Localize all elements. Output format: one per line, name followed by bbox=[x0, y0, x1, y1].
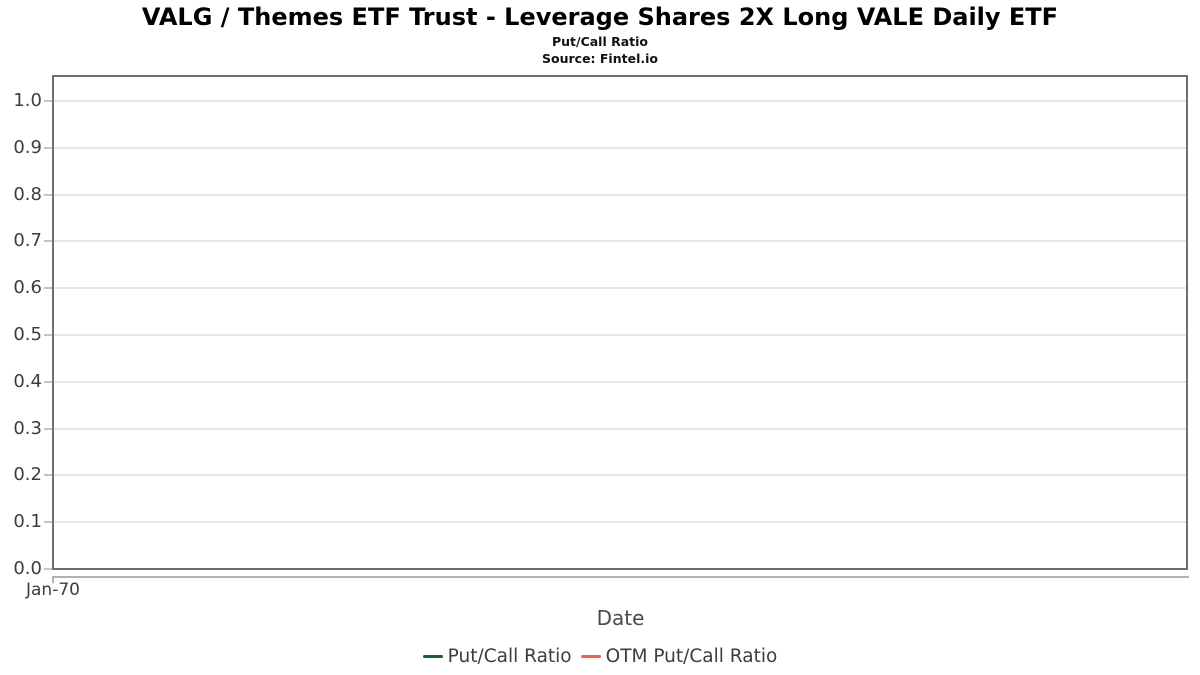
y-tick-mark bbox=[44, 334, 52, 336]
gridline bbox=[54, 240, 1186, 243]
gridline bbox=[54, 568, 1186, 570]
gridline bbox=[54, 380, 1186, 383]
legend-label: Put/Call Ratio bbox=[447, 646, 572, 667]
y-tick-mark bbox=[44, 240, 52, 243]
chart-title: VALG / Themes ETF Trust - Leverage Share… bbox=[141, 3, 1059, 31]
y-tick-label: 1.0 bbox=[13, 90, 42, 111]
plot-area bbox=[52, 75, 1188, 570]
x-axis-title: Date bbox=[596, 606, 645, 630]
x-axis-line bbox=[52, 576, 1189, 578]
y-tick-mark bbox=[44, 474, 52, 477]
legend-item[interactable]: Put/Call Ratio bbox=[422, 646, 572, 667]
legend-label: OTM Put/Call Ratio bbox=[605, 646, 778, 667]
y-tick-mark bbox=[44, 521, 52, 524]
gridline bbox=[54, 146, 1186, 149]
y-tick-label: 0.3 bbox=[13, 417, 42, 439]
gridline bbox=[54, 474, 1186, 477]
y-tick-mark bbox=[44, 287, 52, 290]
y-tick-mark bbox=[44, 380, 52, 383]
y-tick-mark bbox=[44, 100, 52, 102]
y-tick-mark bbox=[44, 568, 52, 570]
legend-item[interactable]: OTM Put/Call Ratio bbox=[580, 646, 778, 667]
legend: Put/Call Ratio OTM Put/Call Ratio bbox=[0, 646, 1200, 667]
y-tick-label: 0.7 bbox=[13, 230, 42, 252]
y-tick-mark bbox=[44, 427, 52, 430]
gridline bbox=[54, 521, 1186, 524]
y-tick-mark bbox=[44, 193, 52, 196]
x-tick-label: Jan-70 bbox=[26, 580, 80, 600]
y-tick-label: 0.2 bbox=[13, 464, 42, 486]
gridline bbox=[54, 334, 1186, 336]
y-tick-label: 0.6 bbox=[13, 277, 42, 299]
y-tick-label: 0.8 bbox=[13, 183, 42, 205]
chart-subtitle: Put/Call Ratio bbox=[551, 34, 649, 49]
y-tick-label: 0.0 bbox=[13, 558, 42, 579]
gridline bbox=[54, 427, 1186, 430]
x-tick-labels: Jan-70 bbox=[0, 580, 107, 600]
y-tick-label: 0.5 bbox=[13, 324, 42, 345]
chart-source-note: Source: Fintel.io bbox=[542, 51, 658, 66]
y-tick-mark bbox=[44, 146, 52, 149]
x-axis-tick-mark bbox=[52, 576, 54, 583]
gridline bbox=[54, 193, 1186, 196]
y-tick-label: 0.1 bbox=[13, 511, 42, 533]
legend-line-marker bbox=[422, 655, 443, 658]
y-tick-label: 0.9 bbox=[13, 136, 42, 158]
gridline bbox=[54, 100, 1186, 102]
gridline bbox=[54, 287, 1186, 290]
y-tick-label: 0.4 bbox=[13, 370, 42, 392]
legend-line-marker bbox=[580, 655, 601, 658]
